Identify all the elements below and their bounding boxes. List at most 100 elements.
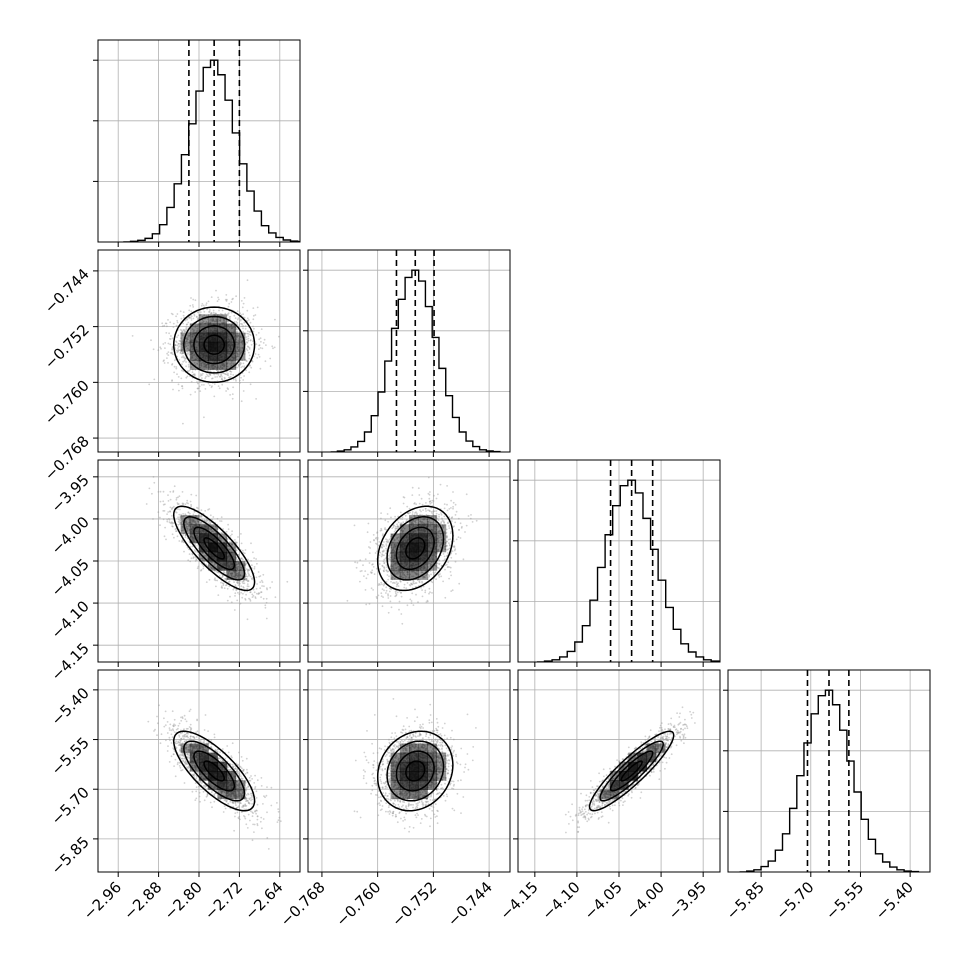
sample-point: [397, 582, 399, 585]
sample-point: [210, 528, 213, 531]
sample-point: [237, 536, 239, 538]
sample-point: [188, 334, 190, 337]
sample-point: [188, 317, 190, 319]
sample-point: [438, 559, 440, 562]
sample-point: [175, 341, 178, 344]
sample-point: [244, 564, 247, 567]
sample-point: [198, 385, 201, 388]
sample-point: [261, 347, 264, 350]
sample-point: [394, 525, 397, 528]
sample-point: [251, 593, 254, 596]
sample-point: [238, 569, 241, 572]
sample-point: [209, 321, 212, 323]
sample-point: [228, 570, 231, 573]
sample-point: [210, 312, 213, 314]
sample-point: [214, 577, 216, 580]
sample-point: [211, 567, 214, 570]
sample-point: [431, 499, 434, 502]
sample-point: [243, 582, 246, 585]
sample-point: [167, 351, 170, 353]
sample-point: [224, 373, 227, 375]
sample-point: [217, 314, 220, 316]
sample-point: [185, 526, 187, 529]
sample-point: [180, 540, 183, 543]
sample-point: [200, 373, 202, 375]
sample-point: [231, 298, 234, 301]
sample-point: [403, 586, 406, 589]
sample-point: [200, 522, 203, 525]
sample-point: [200, 522, 202, 525]
sample-point: [216, 319, 219, 321]
sample-point: [236, 355, 239, 358]
sample-point: [216, 376, 219, 378]
sample-point: [175, 340, 177, 343]
sample-point: [240, 362, 242, 365]
sample-point: [177, 343, 180, 345]
sample-point: [228, 548, 230, 551]
sample-point: [231, 572, 234, 574]
sample-point: [233, 314, 236, 317]
sample-point: [436, 534, 439, 536]
sample-point: [215, 313, 217, 316]
sample-point: [170, 352, 173, 355]
sample-point: [413, 514, 415, 517]
sample-point: [187, 559, 190, 562]
sample-point: [184, 345, 187, 348]
sample-point: [230, 360, 233, 363]
sample-point: [249, 331, 252, 333]
sample-point: [203, 384, 205, 386]
sample-point: [403, 583, 406, 586]
sample-point: [427, 562, 430, 565]
sample-point: [145, 503, 148, 505]
sample-point: [201, 316, 204, 318]
sample-point: [223, 587, 226, 590]
sample-point: [209, 312, 212, 315]
sample-point: [171, 525, 174, 528]
sample-point: [359, 559, 362, 562]
sample-point: [242, 551, 245, 554]
sample-point: [414, 519, 417, 521]
sample-point: [399, 523, 402, 525]
sample-point: [242, 586, 245, 588]
sample-point: [387, 540, 390, 543]
sample-point: [221, 309, 224, 312]
sample-point: [196, 327, 199, 330]
sample-point: [411, 570, 414, 573]
sample-point: [177, 350, 180, 353]
sample-point: [446, 535, 449, 538]
sample-point: [402, 502, 405, 505]
sample-point: [450, 590, 453, 592]
sample-point: [224, 577, 227, 580]
sample-point: [426, 599, 429, 602]
sample-point: [215, 289, 217, 292]
sample-point: [179, 516, 182, 519]
sample-point: [235, 574, 237, 577]
sample-point: [240, 335, 242, 337]
contour-line: [183, 516, 246, 581]
density-cell: [217, 323, 228, 334]
sample-point: [177, 503, 180, 505]
sample-point: [404, 514, 407, 517]
sample-point: [250, 560, 253, 562]
sample-point: [391, 533, 393, 536]
sample-point: [189, 521, 192, 524]
sample-point: [201, 321, 204, 324]
density-cell: [217, 551, 228, 562]
sample-point: [431, 515, 434, 518]
sample-point: [200, 569, 202, 572]
sample-point: [401, 518, 404, 520]
sample-point: [243, 297, 246, 299]
sample-point: [240, 341, 243, 344]
sample-point: [168, 518, 171, 521]
sample-point: [213, 320, 216, 323]
sample-point: [175, 511, 178, 514]
sample-point: [188, 349, 191, 351]
sample-point: [384, 527, 386, 529]
sample-point: [443, 522, 446, 524]
sample-point: [229, 547, 232, 550]
sample-point: [179, 349, 182, 351]
density-cell: [208, 341, 218, 352]
sample-point: [236, 346, 239, 349]
sample-point: [214, 312, 217, 315]
sample-point: [370, 572, 373, 574]
